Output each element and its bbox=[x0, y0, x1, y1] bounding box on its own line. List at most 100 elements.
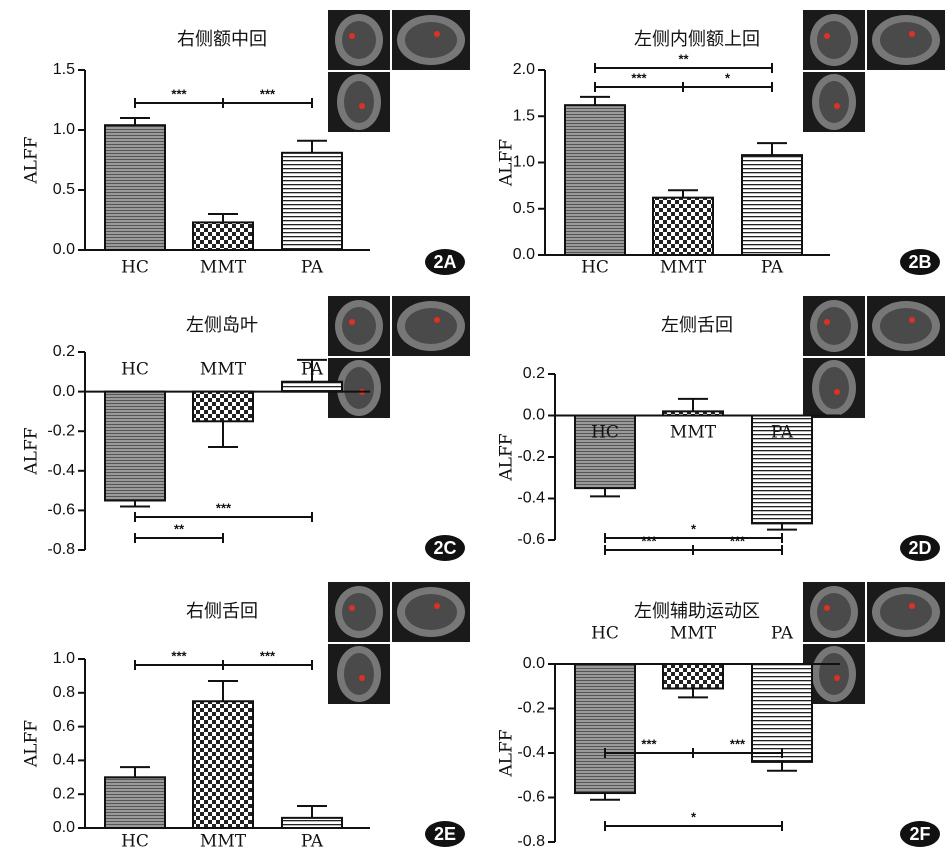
category-label: MMT bbox=[670, 624, 717, 644]
error-bar bbox=[668, 190, 698, 197]
error-bar bbox=[120, 767, 150, 777]
category-label: HC bbox=[121, 258, 149, 278]
category-label: PA bbox=[301, 360, 324, 380]
category-label: PA bbox=[771, 423, 794, 443]
error-bar bbox=[208, 421, 238, 447]
y-tick-label: 0.0 bbox=[53, 241, 75, 258]
significance: *** bbox=[260, 86, 276, 101]
brain-images bbox=[797, 580, 947, 705]
panel-label: 2F bbox=[909, 824, 930, 844]
chart-title: 右侧舌回 bbox=[186, 601, 258, 622]
figure: 右侧额中回ALFF0.00.51.01.5HCMMTPA******2A左侧内侧… bbox=[0, 0, 950, 858]
y-tick-label: 0.5 bbox=[53, 181, 75, 198]
y-tick-label: -0.6 bbox=[47, 502, 75, 519]
y-axis-label: ALFF bbox=[22, 720, 42, 768]
significance: *** bbox=[260, 648, 276, 663]
bar bbox=[663, 664, 723, 688]
brain-images bbox=[797, 294, 947, 419]
significance: *** bbox=[171, 86, 187, 101]
significance: * bbox=[725, 70, 731, 85]
y-tick-label: -0.2 bbox=[517, 448, 545, 465]
significance: *** bbox=[641, 533, 657, 548]
category-label: HC bbox=[581, 258, 609, 278]
bar bbox=[742, 155, 802, 255]
y-tick-label: 2.0 bbox=[513, 61, 535, 78]
y-axis-label: ALFF bbox=[497, 729, 517, 777]
bar bbox=[105, 125, 165, 250]
bar bbox=[663, 411, 723, 415]
y-tick-label: 0.2 bbox=[523, 365, 545, 382]
y-tick-label: -0.4 bbox=[517, 490, 545, 507]
significance: *** bbox=[216, 500, 232, 515]
significance: ** bbox=[678, 51, 689, 66]
category-label: HC bbox=[121, 360, 149, 380]
error-bar bbox=[590, 793, 620, 800]
category-label: PA bbox=[301, 832, 324, 852]
y-tick-label: 1.0 bbox=[513, 154, 535, 171]
y-tick-label: 0.5 bbox=[513, 200, 535, 217]
y-tick-label: -0.2 bbox=[47, 422, 75, 439]
y-tick-label: 0.2 bbox=[53, 785, 75, 802]
bar bbox=[282, 818, 342, 828]
bar bbox=[565, 105, 625, 255]
significance: ** bbox=[174, 521, 185, 536]
y-tick-label: -0.2 bbox=[517, 700, 545, 717]
category-label: PA bbox=[761, 258, 784, 278]
bar bbox=[282, 382, 342, 392]
chart-title: 左侧内侧额上回 bbox=[634, 29, 760, 50]
bar bbox=[193, 392, 253, 422]
category-label: MMT bbox=[200, 258, 247, 278]
bar bbox=[752, 664, 812, 762]
y-tick-label: 1.0 bbox=[53, 121, 75, 138]
bar bbox=[282, 153, 342, 250]
category-label: PA bbox=[301, 258, 324, 278]
brain-images bbox=[322, 580, 472, 705]
error-bar bbox=[678, 399, 708, 411]
category-label: MMT bbox=[200, 832, 247, 852]
y-tick-label: -0.6 bbox=[517, 531, 545, 548]
significance: *** bbox=[730, 736, 746, 751]
y-tick-label: -0.8 bbox=[47, 541, 75, 558]
panel-label: 2E bbox=[434, 824, 456, 844]
y-tick-label: 1.0 bbox=[53, 650, 75, 667]
y-tick-label: 0.2 bbox=[53, 343, 75, 360]
panel-label: 2C bbox=[433, 538, 456, 558]
y-axis-label: ALFF bbox=[22, 136, 42, 184]
significance: *** bbox=[730, 533, 746, 548]
brain-images bbox=[797, 8, 947, 133]
y-axis-label: ALFF bbox=[497, 433, 517, 481]
significance: *** bbox=[171, 648, 187, 663]
category-label: HC bbox=[121, 832, 149, 852]
error-bar bbox=[767, 762, 797, 771]
y-axis-label: ALFF bbox=[22, 427, 42, 475]
category-label: HC bbox=[591, 624, 619, 644]
error-bar bbox=[580, 97, 610, 105]
y-tick-label: 0.0 bbox=[523, 407, 545, 424]
significance: * bbox=[691, 809, 697, 824]
chart-title: 左侧辅助运动区 bbox=[634, 601, 760, 622]
y-tick-label: -0.4 bbox=[517, 744, 545, 761]
panel-label: 2B bbox=[908, 252, 931, 272]
significance: * bbox=[691, 521, 697, 536]
chart-title: 左侧岛叶 bbox=[186, 315, 258, 336]
error-bar bbox=[208, 681, 238, 701]
bar bbox=[575, 664, 635, 793]
y-tick-label: 0.8 bbox=[53, 684, 75, 701]
bar bbox=[193, 701, 253, 828]
significance: *** bbox=[641, 736, 657, 751]
y-tick-label: 1.5 bbox=[513, 107, 535, 124]
category-label: MMT bbox=[670, 423, 717, 443]
error-bar bbox=[120, 118, 150, 125]
significance: *** bbox=[631, 70, 647, 85]
bar bbox=[653, 198, 713, 255]
category-label: MMT bbox=[200, 360, 247, 380]
category-label: HC bbox=[591, 423, 619, 443]
y-tick-label: 0.6 bbox=[53, 718, 75, 735]
brain-images bbox=[322, 294, 472, 419]
bar bbox=[193, 222, 253, 250]
y-tick-label: 0.0 bbox=[53, 819, 75, 836]
